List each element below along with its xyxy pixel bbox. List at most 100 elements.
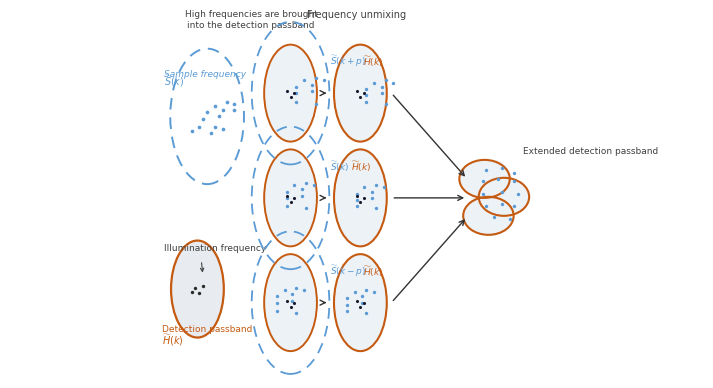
Point [351,203,362,210]
Point [370,182,381,188]
Point [198,115,209,121]
Text: $\widetilde{H}(k)$: $\widetilde{H}(k)$ [363,55,384,69]
Point [481,203,492,210]
Point [306,81,317,88]
Point [341,308,352,314]
Point [376,84,387,90]
Point [299,287,310,293]
Ellipse shape [264,45,317,142]
Point [300,205,312,211]
Point [279,287,290,293]
Point [508,178,519,184]
Text: $\widetilde{H}(k)$: $\widetilde{H}(k)$ [352,159,371,174]
Point [341,295,352,301]
Point [299,77,310,83]
Point [229,107,240,113]
Point [289,90,300,96]
Point [297,186,308,192]
Ellipse shape [334,254,386,351]
Point [359,195,370,201]
Point [306,88,317,94]
Point [291,310,302,316]
Point [341,301,352,308]
Point [351,197,362,203]
Point [351,298,362,304]
Ellipse shape [334,45,386,142]
Point [354,199,366,205]
Point [477,178,488,184]
Point [284,304,296,310]
Text: Extended detection passband: Extended detection passband [523,147,659,156]
Point [380,77,391,83]
Point [496,189,508,195]
Point [496,165,508,171]
Ellipse shape [334,149,386,246]
Point [380,100,391,107]
Point [477,191,488,197]
Point [359,300,370,306]
Point [281,189,292,195]
Point [291,90,302,96]
Point [359,90,370,96]
Point [351,191,362,197]
Text: $\widetilde{S}(k)$: $\widetilde{S}(k)$ [165,73,185,88]
Point [281,203,292,210]
Point [209,103,220,109]
Point [291,84,302,90]
Point [359,184,370,191]
Point [291,285,302,291]
Ellipse shape [478,178,529,216]
Point [271,300,282,306]
Point [504,216,515,222]
Point [356,293,368,300]
Point [308,182,319,188]
Ellipse shape [264,254,317,351]
Point [368,80,379,86]
Point [291,99,302,105]
Point [186,128,198,134]
Point [221,99,232,105]
Point [217,107,228,113]
Point [281,195,292,201]
Point [361,287,372,293]
Point [194,290,205,296]
Point [361,92,372,98]
Point [361,310,372,316]
Text: $\widetilde{H}(k)$: $\widetilde{H}(k)$ [163,333,184,348]
Point [297,193,308,199]
Point [205,130,217,137]
Point [370,205,381,211]
Text: $\widetilde{S}(k-p)$: $\widetilde{S}(k-p)$ [330,263,366,279]
Text: High frequencies are brought
into the detection passband: High frequencies are brought into the de… [185,10,317,31]
Point [209,124,220,130]
Text: $\widetilde{S}(k+p)$: $\widetilde{S}(k+p)$ [330,54,366,69]
Point [349,289,360,295]
Text: Sample frequency: Sample frequency [165,70,252,79]
Point [287,298,298,304]
Point [229,100,240,107]
Point [318,77,329,83]
Ellipse shape [264,149,317,246]
Point [217,126,228,132]
Point [186,289,198,295]
Point [289,195,300,201]
Point [281,298,292,304]
Point [351,88,362,94]
Point [508,170,519,176]
Point [361,86,372,92]
Text: $\widetilde{H}(k)$: $\widetilde{H}(k)$ [363,264,384,279]
Point [289,300,300,306]
Point [287,291,298,297]
Text: Frequency unmixing: Frequency unmixing [307,10,406,20]
Point [281,193,292,199]
Point [284,94,296,100]
Point [512,191,523,197]
Point [190,285,201,291]
Point [388,80,399,86]
Point [271,308,282,314]
Point [368,289,379,295]
Point [194,124,205,130]
Point [354,304,366,310]
Point [284,199,296,205]
Point [354,94,366,100]
